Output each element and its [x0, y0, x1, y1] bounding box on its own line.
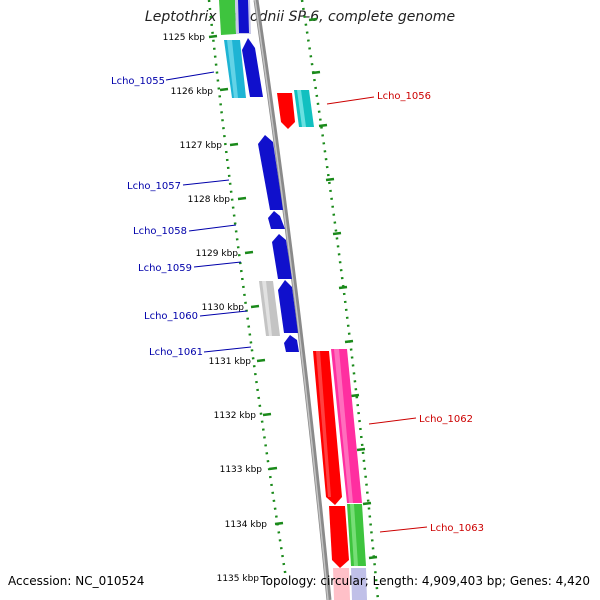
gene-lcho-1058[interactable]	[268, 211, 285, 229]
gene-label[interactable]: Lcho_1061	[149, 347, 203, 358]
gene-label[interactable]: Lcho_1058	[133, 226, 187, 237]
gene-lcho-1059[interactable]	[272, 234, 292, 279]
left-ruler-ticks	[208, 34, 284, 526]
gene-lcho-1056[interactable]	[277, 93, 295, 129]
left-dotted-ruler	[207, 0, 288, 579]
genes-left	[219, 0, 299, 352]
kbp-label: 1129 kbp	[196, 249, 239, 259]
summary-text: Topology: circular; Length: 4,909,403 bp…	[260, 574, 590, 588]
kbp-label: 1130 kbp	[202, 303, 245, 313]
gene-blue-2[interactable]	[278, 280, 298, 333]
gene-label[interactable]: Lcho_1059	[138, 263, 192, 274]
gene-label[interactable]: Lcho_1057	[127, 181, 181, 192]
kbp-label: 1131 kbp	[209, 357, 252, 367]
right-dotted-ruler	[300, 0, 380, 600]
gene-partial-blue[interactable]	[238, 0, 249, 33]
gene-partial-lavender[interactable]	[351, 568, 367, 600]
gene-partial-pink[interactable]	[333, 568, 350, 600]
kbp-label: 1132 kbp	[214, 411, 257, 421]
label-leaders	[165, 71, 428, 533]
gene-label[interactable]: Lcho_1062	[419, 414, 473, 425]
gene-label[interactable]: Lcho_1063	[430, 523, 484, 534]
kbp-label: 1135 kbp	[217, 574, 260, 584]
gene-label[interactable]: Lcho_1055	[111, 76, 165, 87]
gene-lcho-1057[interactable]	[258, 135, 283, 210]
kbp-label: 1133 kbp	[220, 465, 263, 475]
gene-partial-green[interactable]	[219, 0, 236, 35]
kbp-label: 1134 kbp	[225, 520, 268, 530]
genome-backbone	[253, 0, 332, 600]
accession-text: Accession: NC_010524	[8, 574, 145, 588]
gene-red-2[interactable]	[329, 506, 349, 568]
kbp-label: 1125 kbp	[163, 33, 206, 43]
kbp-label: 1128 kbp	[188, 195, 231, 205]
kbp-labels: 1125 kbp 1126 kbp 1127 kbp 1128 kbp 1129…	[163, 33, 268, 584]
gene-label[interactable]: Lcho_1056	[377, 91, 431, 102]
kbp-label: 1127 kbp	[180, 141, 223, 151]
right-ruler-ticks	[308, 17, 378, 560]
gene-label[interactable]: Lcho_1060	[144, 311, 198, 322]
gene-lcho-1061[interactable]	[284, 335, 299, 352]
genes-right	[277, 90, 367, 600]
gene-labels: Lcho_1055 Lcho_1057 Lcho_1058 Lcho_1059 …	[111, 76, 484, 534]
gene-blue-1[interactable]	[242, 38, 263, 97]
kbp-label: 1126 kbp	[171, 87, 214, 97]
